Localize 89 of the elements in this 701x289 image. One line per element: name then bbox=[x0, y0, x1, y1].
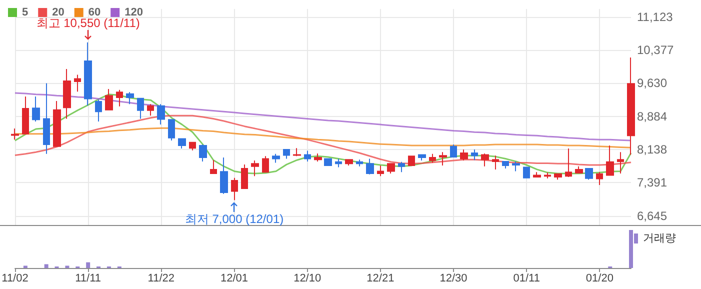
candlestick bbox=[324, 158, 332, 166]
candlestick bbox=[523, 166, 530, 179]
candlestick bbox=[585, 168, 593, 180]
candlestick bbox=[147, 104, 154, 116]
candlestick bbox=[606, 144, 614, 176]
candlestick bbox=[439, 152, 447, 166]
candlestick bbox=[84, 42, 92, 106]
candlestick bbox=[554, 173, 562, 180]
legend-label: 5 bbox=[22, 6, 28, 18]
x-tick-label: 11/22 bbox=[148, 272, 175, 284]
y-tick-label: 6,645 bbox=[637, 208, 668, 223]
x-tick-label: 11/11 bbox=[75, 272, 102, 284]
candlestick bbox=[43, 82, 50, 154]
candlestick bbox=[429, 153, 436, 164]
candlestick bbox=[63, 68, 71, 120]
candlestick bbox=[492, 155, 499, 170]
candlestick bbox=[304, 150, 311, 162]
candlestick bbox=[418, 154, 426, 162]
candlestick bbox=[53, 100, 61, 148]
line-series bbox=[14, 114, 632, 166]
candlestick bbox=[272, 153, 280, 164]
line-series bbox=[14, 94, 632, 174]
annotation: 최저 7,000 (12/01) bbox=[184, 212, 284, 226]
x-tick-label: 12/21 bbox=[366, 272, 394, 284]
candlestick bbox=[398, 161, 405, 173]
y-tick-label: 10,377 bbox=[637, 43, 674, 58]
candlestick bbox=[32, 96, 40, 122]
candlestick bbox=[251, 160, 259, 177]
line-series bbox=[14, 127, 632, 148]
candlestick bbox=[22, 96, 29, 135]
candlestick bbox=[293, 148, 301, 157]
candlestick bbox=[241, 164, 248, 190]
legend-label: 거래량 bbox=[643, 232, 676, 244]
candlestick bbox=[335, 158, 342, 168]
bar bbox=[86, 262, 90, 268]
candlestick bbox=[544, 172, 551, 179]
candlestick bbox=[157, 104, 165, 126]
candlestick bbox=[408, 156, 415, 166]
candlestick bbox=[231, 177, 238, 201]
y-tick-label: 11,123 bbox=[637, 10, 674, 24]
bar bbox=[44, 264, 48, 268]
candlestick bbox=[11, 128, 19, 140]
candlestick bbox=[283, 148, 290, 160]
x-tick-label: 12/10 bbox=[294, 272, 322, 284]
candlestick bbox=[627, 56, 635, 156]
candlestick bbox=[450, 144, 457, 158]
candlestick bbox=[168, 119, 175, 142]
candlestick bbox=[533, 172, 541, 178]
legend-label: 20 bbox=[52, 6, 64, 18]
candlestick bbox=[74, 74, 81, 92]
candlestick bbox=[314, 152, 322, 162]
candlestick bbox=[565, 148, 572, 178]
candlestick bbox=[189, 142, 196, 151]
line-series bbox=[14, 92, 632, 142]
candlestick bbox=[512, 160, 520, 172]
x-tick-label: 12/01 bbox=[220, 272, 248, 284]
candlestick bbox=[262, 156, 269, 173]
y-tick-label: 7,391 bbox=[637, 176, 668, 190]
x-tick-label: 12/30 bbox=[440, 272, 468, 284]
candlestick bbox=[481, 152, 489, 167]
candlestick bbox=[617, 152, 624, 174]
candlestick bbox=[199, 144, 207, 162]
y-tick-label: 8,138 bbox=[637, 142, 668, 157]
candlestick bbox=[387, 163, 395, 174]
legend-label: 120 bbox=[124, 6, 143, 18]
candlestick bbox=[575, 166, 583, 174]
x-tick-label: 11/02 bbox=[2, 272, 28, 284]
candlestick bbox=[471, 148, 478, 161]
candlestick bbox=[377, 164, 384, 177]
candlestick bbox=[596, 172, 603, 186]
x-tick-label: 01/11 bbox=[513, 272, 540, 284]
candlestick bbox=[126, 92, 134, 105]
candlestick bbox=[178, 138, 186, 150]
candlestick bbox=[460, 148, 468, 162]
annotation: 최고 10,550 (11/11) bbox=[36, 16, 140, 30]
candlestick bbox=[502, 160, 509, 170]
x-tick-label: 01/20 bbox=[586, 272, 614, 284]
candlestick bbox=[210, 160, 217, 174]
candlestick bbox=[105, 88, 113, 110]
candlestick bbox=[366, 158, 374, 175]
candlestick bbox=[345, 159, 353, 166]
candlestick bbox=[116, 89, 123, 107]
candlestick bbox=[220, 156, 228, 194]
candlestick bbox=[95, 99, 102, 122]
y-tick-label: 9,630 bbox=[637, 76, 668, 90]
y-tick-label: 8,884 bbox=[637, 109, 668, 124]
legend-label: 60 bbox=[88, 6, 101, 18]
candlestick bbox=[356, 159, 363, 167]
candlestick bbox=[137, 97, 144, 120]
